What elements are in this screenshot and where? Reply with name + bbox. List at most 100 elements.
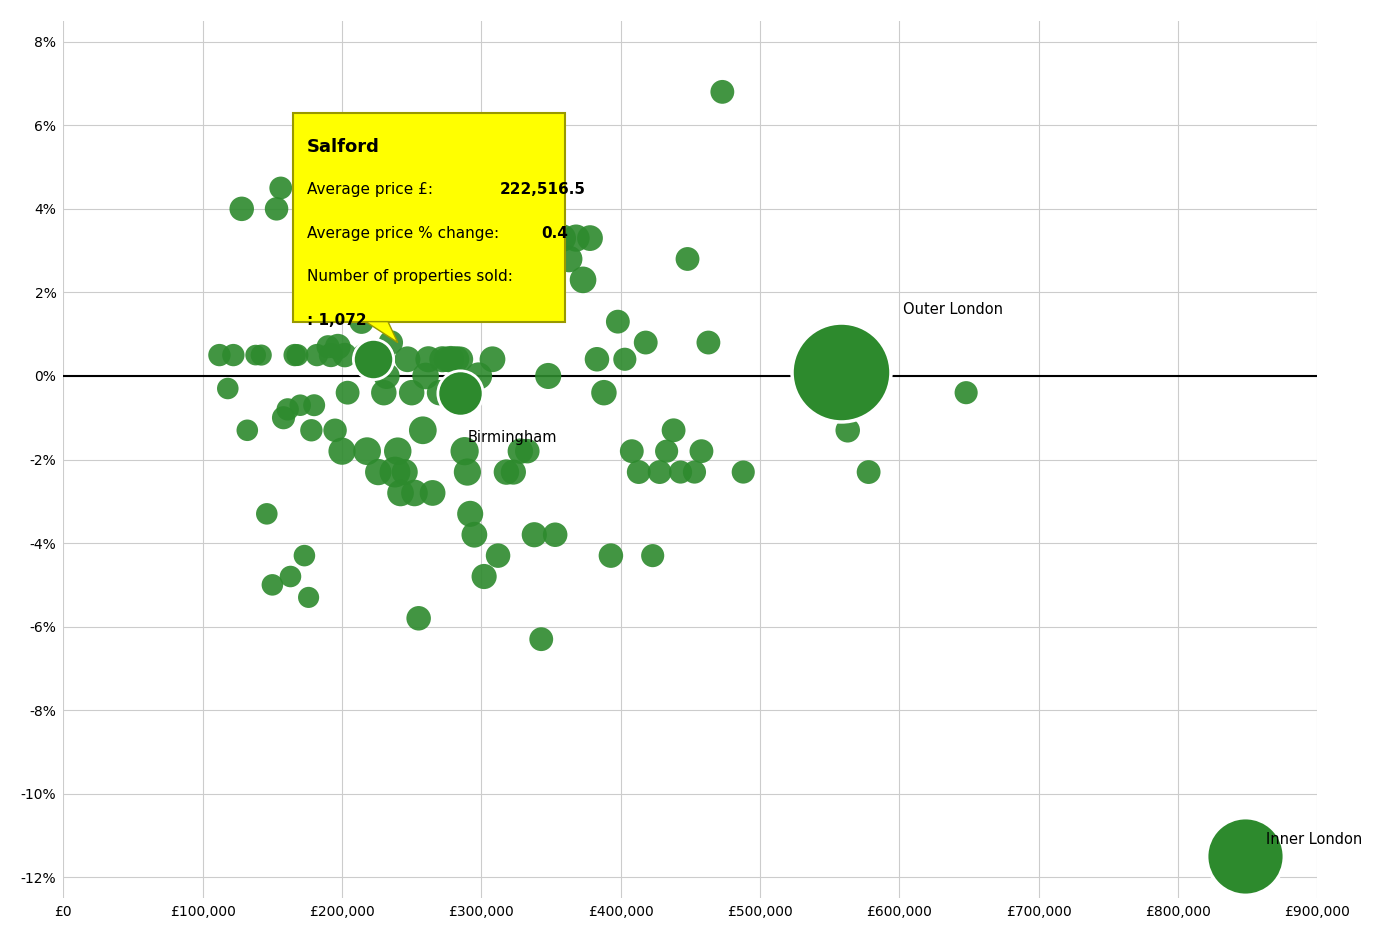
Point <box>384 464 406 479</box>
Point <box>509 444 531 459</box>
Point <box>310 293 332 308</box>
Point <box>270 180 292 196</box>
Point <box>445 352 467 367</box>
Point <box>297 590 320 605</box>
Point <box>363 352 385 367</box>
Point <box>336 385 359 400</box>
Point <box>463 527 485 542</box>
Text: Average price % change:: Average price % change: <box>307 226 505 241</box>
Point <box>481 352 503 367</box>
Point <box>435 352 457 367</box>
Point <box>324 423 346 438</box>
Point <box>677 252 699 267</box>
Point <box>670 464 692 479</box>
Point <box>350 314 373 329</box>
Point <box>585 352 607 367</box>
Point <box>342 126 364 141</box>
Point <box>649 464 671 479</box>
Point <box>486 548 509 563</box>
Point <box>955 385 977 400</box>
Point <box>830 368 852 384</box>
Point <box>449 385 471 400</box>
Point <box>557 252 580 267</box>
Point <box>417 352 439 367</box>
Point <box>284 348 306 363</box>
Point <box>277 402 299 417</box>
Point <box>431 352 453 367</box>
Point <box>635 335 657 350</box>
Point <box>313 293 335 308</box>
Point <box>523 527 545 542</box>
Point <box>614 352 637 367</box>
Point <box>530 632 552 647</box>
Point <box>236 423 259 438</box>
Point <box>733 464 755 479</box>
Text: Salford: Salford <box>307 138 379 156</box>
Point <box>691 444 713 459</box>
Text: 0.4: 0.4 <box>541 226 569 241</box>
Point <box>379 335 402 350</box>
Point <box>663 423 685 438</box>
Text: Birmingham: Birmingham <box>467 431 557 446</box>
Point <box>370 348 392 363</box>
Point <box>453 444 475 459</box>
Point <box>592 385 614 400</box>
Point <box>386 444 409 459</box>
Point <box>222 348 245 363</box>
Point <box>459 507 481 522</box>
Point <box>300 423 322 438</box>
Point <box>571 273 594 288</box>
Point <box>712 85 734 100</box>
Point <box>353 348 375 363</box>
Text: Outer London: Outer London <box>904 303 1004 318</box>
Point <box>425 273 448 288</box>
Point <box>306 348 328 363</box>
Point <box>456 464 478 479</box>
Point <box>286 348 309 363</box>
Point <box>345 147 367 162</box>
Point <box>245 348 267 363</box>
Point <box>208 348 231 363</box>
Point <box>367 464 389 479</box>
Point <box>414 368 436 384</box>
Point <box>256 507 278 522</box>
Polygon shape <box>366 321 398 342</box>
Point <box>265 201 288 216</box>
Point <box>449 352 471 367</box>
Point <box>621 444 644 459</box>
Point <box>858 464 880 479</box>
Point <box>293 548 316 563</box>
Point <box>656 444 678 459</box>
Point <box>684 464 706 479</box>
Text: Inner London: Inner London <box>1266 832 1362 847</box>
Point <box>428 385 450 400</box>
Point <box>334 348 356 363</box>
FancyBboxPatch shape <box>293 113 564 321</box>
Point <box>607 314 630 329</box>
Point <box>320 348 342 363</box>
Point <box>564 230 587 245</box>
Point <box>407 611 430 626</box>
Point <box>698 335 720 350</box>
Point <box>467 368 489 384</box>
Point <box>421 485 443 500</box>
Point <box>403 485 425 500</box>
Point <box>289 398 311 413</box>
Point <box>327 339 349 354</box>
Point <box>348 293 370 308</box>
Point <box>543 527 566 542</box>
Point <box>261 577 284 592</box>
Point <box>389 485 411 500</box>
Text: : 1,072: : 1,072 <box>307 313 367 328</box>
Text: Average price £:: Average price £: <box>307 181 438 196</box>
Point <box>356 444 378 459</box>
Point <box>642 548 664 563</box>
Point <box>272 410 295 425</box>
Point <box>331 444 353 459</box>
Point <box>628 464 651 479</box>
Point <box>537 368 559 384</box>
Point <box>599 548 621 563</box>
Point <box>393 464 416 479</box>
Text: 222,516.5: 222,516.5 <box>499 181 585 196</box>
Point <box>250 348 272 363</box>
